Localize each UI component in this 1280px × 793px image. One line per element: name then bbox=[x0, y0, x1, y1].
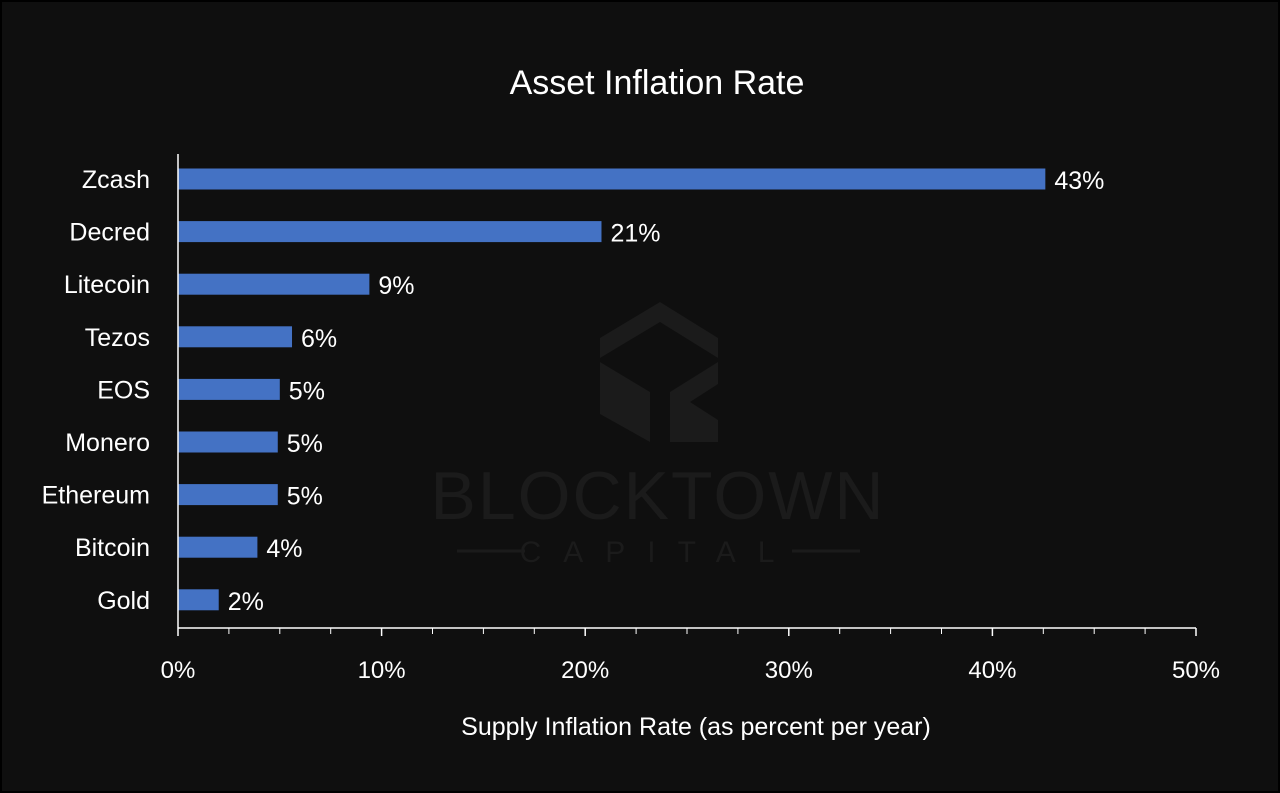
bar-litecoin bbox=[178, 273, 370, 295]
watermark-sub: CAPITAL bbox=[520, 536, 797, 569]
value-label-decred: 21% bbox=[610, 220, 660, 248]
x-tick-label: 10% bbox=[358, 657, 406, 684]
blocktown-watermark: BLOCKTOWN CAPITAL bbox=[430, 302, 885, 569]
value-label-tezos: 6% bbox=[301, 325, 337, 353]
bar-zcash bbox=[178, 168, 1046, 190]
category-label-decred: Decred bbox=[69, 219, 150, 247]
x-tick-label: 40% bbox=[968, 657, 1016, 684]
chart-title: Asset Inflation Rate bbox=[510, 64, 805, 102]
category-label-zcash: Zcash bbox=[82, 166, 150, 194]
x-tick-label: 50% bbox=[1172, 657, 1220, 684]
blocktown-cube-logo-icon bbox=[600, 302, 718, 442]
bar-eos bbox=[178, 378, 280, 400]
category-label-bitcoin: Bitcoin bbox=[75, 534, 150, 562]
category-label-eos: EOS bbox=[97, 376, 150, 404]
value-label-gold: 2% bbox=[228, 588, 264, 616]
value-label-zcash: 43% bbox=[1054, 167, 1104, 195]
category-label-tezos: Tezos bbox=[85, 324, 150, 352]
value-label-eos: 5% bbox=[289, 377, 325, 405]
x-axis-title: Supply Inflation Rate (as percent per ye… bbox=[461, 713, 931, 741]
bar-monero bbox=[178, 431, 278, 453]
bar-decred bbox=[178, 221, 602, 243]
watermark-name: BLOCKTOWN bbox=[430, 458, 885, 534]
axes-layer: 0% 10% 20% 30% 40% 50% bbox=[161, 154, 1220, 684]
x-tick-label: 0% bbox=[161, 657, 196, 684]
x-tick-label: 20% bbox=[561, 657, 609, 684]
bar-bitcoin bbox=[178, 536, 258, 558]
value-label-monero: 5% bbox=[287, 430, 323, 458]
labels-layer: Zcash 43% Decred 21% Litecoin 9% Tezos 6% EOS 5% M… bbox=[42, 166, 1105, 616]
value-label-litecoin: 9% bbox=[378, 272, 414, 300]
value-label-bitcoin: 4% bbox=[266, 535, 302, 563]
bar-ethereum bbox=[178, 484, 278, 506]
bar-gold bbox=[178, 589, 219, 611]
category-label-ethereum: Ethereum bbox=[42, 482, 150, 510]
bar-tezos bbox=[178, 326, 293, 348]
category-label-litecoin: Litecoin bbox=[64, 271, 150, 299]
category-label-gold: Gold bbox=[97, 587, 150, 615]
x-tick-label: 30% bbox=[765, 657, 813, 684]
category-label-monero: Monero bbox=[65, 429, 150, 457]
bars-layer bbox=[178, 168, 1046, 611]
value-label-ethereum: 5% bbox=[287, 483, 323, 511]
